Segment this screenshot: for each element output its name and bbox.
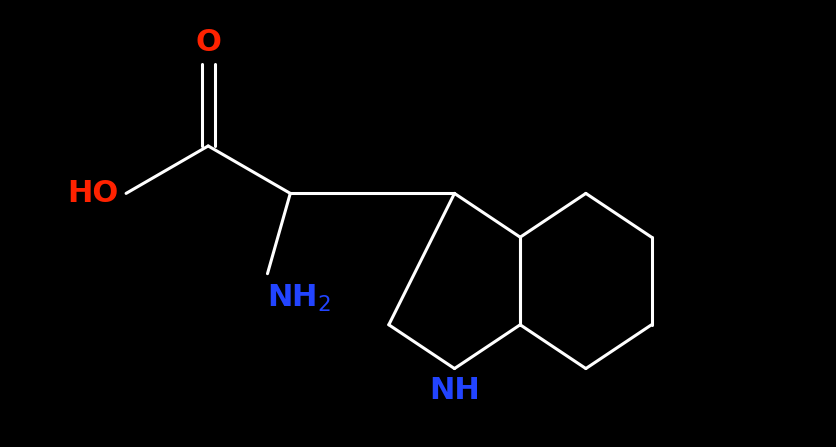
Text: HO: HO bbox=[68, 179, 119, 208]
Text: NH: NH bbox=[429, 376, 480, 405]
Text: NH$_2$: NH$_2$ bbox=[268, 283, 331, 314]
Text: O: O bbox=[196, 28, 221, 57]
